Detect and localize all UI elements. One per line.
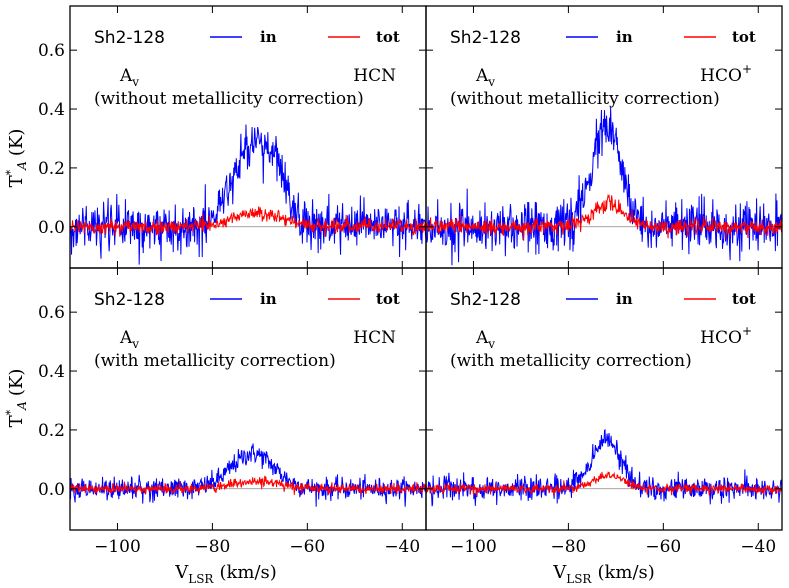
x-tick-label: −40	[384, 537, 420, 557]
legend-label-in: in	[260, 290, 277, 308]
plot-frame	[425, 267, 783, 531]
series-line-tot	[426, 471, 782, 496]
tracer-label: HCO+	[700, 324, 752, 348]
series-line-tot	[70, 206, 426, 237]
tracer-label: HCN	[353, 328, 396, 348]
panel-source-title: Sh2-128	[450, 28, 521, 48]
quantity-label: Av	[119, 66, 139, 89]
metallicity-note: (with metallicity correction)	[450, 351, 692, 371]
tracer-label: HCO+	[700, 62, 752, 86]
x-tick-label: −40	[740, 537, 776, 557]
series-group	[426, 107, 782, 266]
series-group	[70, 124, 426, 265]
legend-label-tot: tot	[376, 290, 400, 308]
legend-label-tot: tot	[732, 28, 756, 46]
metallicity-note: (with metallicity correction)	[94, 351, 336, 371]
chart-panel-1: 0.0 0.2 0.4 0.6 Sh2-128 in tot Av HCN (without me…	[38, 5, 427, 269]
tracer-label: HCN	[353, 66, 396, 86]
legend-label-in: in	[616, 290, 633, 308]
x-tick-label: −80	[550, 537, 586, 557]
series-line-tot	[426, 193, 782, 241]
series-line-in	[70, 124, 426, 265]
y-tick-label: 0.4	[38, 362, 65, 382]
y-tick-label: 0.6	[38, 41, 65, 61]
quantity-label: Av	[475, 66, 495, 89]
legend-label-tot: tot	[732, 290, 756, 308]
series-line-tot	[70, 475, 426, 496]
series-group	[426, 428, 782, 507]
panel-source-title: Sh2-128	[94, 290, 165, 310]
chart-panel-3: −100 −80 −60 −40 0.0 0.2 0.4 0.6 Sh2-128 in tot Av H…	[38, 267, 427, 557]
metallicity-note: (without metallicity correction)	[94, 89, 364, 109]
legend-label-tot: tot	[376, 28, 400, 46]
series-line-in	[70, 443, 426, 507]
series-line-in	[426, 107, 782, 266]
x-tick-label: −100	[450, 537, 497, 557]
x-tick-label: −100	[94, 537, 141, 557]
panel-source-title: Sh2-128	[450, 290, 521, 310]
series-line-in	[426, 428, 782, 507]
panels: 0.0 0.2 0.4 0.6 Sh2-128 in tot Av HCN (without me…	[38, 5, 783, 557]
y-tick-label: 0.6	[38, 303, 65, 323]
x-axis-label-left: VLSR (km/s)	[174, 562, 277, 586]
chart-panel-4: −100 −80 −60 −40 Sh2-128 in tot Av HCO+ (with met…	[425, 267, 783, 557]
chart-panel-2: Sh2-128 in tot Av HCO+ (without metallicity c…	[425, 5, 783, 269]
x-axis-label-right: VLSR (km/s)	[552, 562, 655, 586]
y-axis-label-top: T*A(K)	[4, 129, 29, 188]
x-tick-label: −60	[645, 537, 681, 557]
y-tick-label: 0.0	[38, 218, 65, 238]
metallicity-note: (without metallicity correction)	[450, 89, 720, 109]
y-axis-label-bottom: T*A(K)	[4, 369, 29, 428]
quantity-label: Av	[475, 328, 495, 351]
x-tick-label: −80	[194, 537, 230, 557]
legend-label-in: in	[616, 28, 633, 46]
panel-source-title: Sh2-128	[94, 28, 165, 48]
y-tick-label: 0.4	[38, 100, 65, 120]
x-tick-label: −60	[289, 537, 325, 557]
y-tick-label: 0.2	[38, 159, 65, 179]
y-tick-label: 0.2	[38, 421, 65, 441]
y-tick-label: 0.0	[38, 480, 65, 500]
series-group	[70, 443, 426, 507]
legend-label-in: in	[260, 28, 277, 46]
quantity-label: Av	[119, 328, 139, 351]
